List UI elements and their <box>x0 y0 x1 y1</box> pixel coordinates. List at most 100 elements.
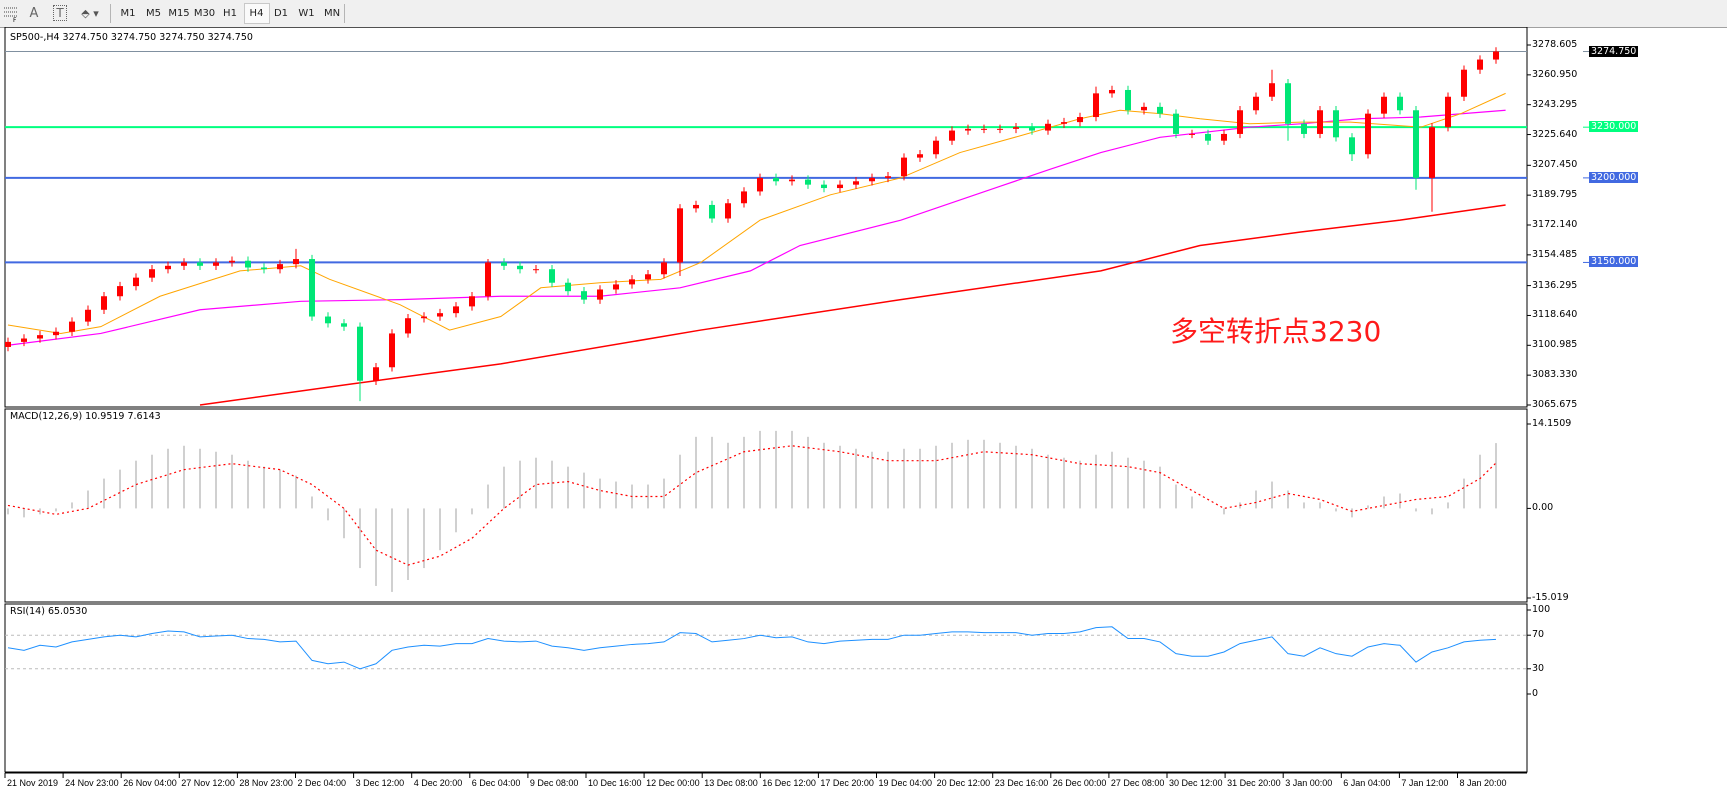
candle-body <box>933 140 939 155</box>
timeframe-m1[interactable]: M1 <box>120 8 136 19</box>
timeframe-w1[interactable]: W1 <box>298 8 315 19</box>
time-tick-label: 28 Nov 23:00 <box>239 778 293 788</box>
rsi-tick-label: 70 <box>1532 629 1545 641</box>
time-tick-label: 27 Dec 08:00 <box>1110 778 1165 788</box>
price-tick-label: 3154.485 <box>1532 248 1578 260</box>
macd-tick-label: -15.019 <box>1532 592 1569 603</box>
time-tick-label: 13 Dec 08:00 <box>704 778 758 788</box>
candle-body <box>1349 137 1355 155</box>
candle-body <box>293 259 299 265</box>
grid-icon[interactable]: F <box>2 4 20 24</box>
time-tick-label: 20 Dec 12:00 <box>936 778 991 788</box>
candle-body <box>789 179 795 182</box>
candle-body <box>181 262 187 266</box>
price-tick-label: 3260.950 <box>1532 68 1578 80</box>
candle-body <box>501 262 507 266</box>
candle-body <box>869 177 875 182</box>
candle-body <box>1125 89 1131 111</box>
time-tick-label: 19 Dec 04:00 <box>878 778 933 788</box>
candle-body <box>373 367 379 381</box>
candle-body <box>453 306 459 314</box>
candle-body <box>277 264 283 270</box>
time-tick-label: 4 Dec 20:00 <box>413 778 463 788</box>
chart-header: SP500-,H4 3274.750 3274.750 3274.750 327… <box>10 32 253 43</box>
candle-body <box>1157 106 1163 114</box>
candle-body <box>213 262 219 266</box>
candle-body <box>389 333 395 368</box>
candle-body <box>885 176 891 178</box>
timeframe-h4[interactable]: H4 <box>243 3 270 24</box>
timeframe-m30[interactable]: M30 <box>193 8 216 19</box>
price-tick-label: 3136.295 <box>1532 279 1578 291</box>
candle-body <box>133 277 139 287</box>
macd-signal-line <box>7 445 1497 566</box>
text-label-icon[interactable]: T <box>52 4 68 23</box>
macd-tick-label: 14.1509 <box>1532 418 1572 429</box>
candle-body <box>1333 110 1339 138</box>
candle-body <box>725 203 731 219</box>
chart-canvas[interactable] <box>0 27 1727 795</box>
candle-body <box>565 282 571 292</box>
price-tick-label: 3243.295 <box>1532 98 1578 110</box>
candle-body <box>229 260 235 263</box>
candle-body <box>837 184 843 189</box>
rsi-tick-label: 30 <box>1532 662 1545 674</box>
ma-slow-line <box>199 204 1506 406</box>
text-a-icon[interactable]: A <box>29 6 39 21</box>
candle-body <box>965 128 971 131</box>
price-tick-label: 3225.640 <box>1532 128 1578 140</box>
macd-title: MACD(12,26,9) 10.9519 7.6143 <box>10 411 161 422</box>
macd-panel-frame <box>4 408 1528 603</box>
candle-body <box>997 128 1003 130</box>
rsi-tick-label: 0 <box>1532 688 1539 699</box>
candle-body <box>1237 110 1243 134</box>
timeframe-d1[interactable]: D1 <box>273 8 289 19</box>
time-tick-label: 24 Nov 23:00 <box>65 778 119 788</box>
time-tick-label: 17 Dec 20:00 <box>820 778 874 788</box>
candle-body <box>309 259 315 317</box>
timeframe-m5[interactable]: M5 <box>146 8 161 19</box>
candle-body <box>1077 117 1083 123</box>
candle-body <box>1301 123 1307 134</box>
arrows-icon[interactable]: ⬘ ▾ <box>81 7 99 20</box>
candle-body <box>1429 127 1435 178</box>
candle-body <box>645 274 651 280</box>
time-tick-label: 23 Dec 16:00 <box>994 778 1049 788</box>
price-tick-label: 3065.675 <box>1532 399 1578 410</box>
candle-body <box>53 331 59 336</box>
candle-body <box>1061 122 1067 124</box>
candle-body <box>1173 113 1179 134</box>
time-tick-label: 26 Nov 04:00 <box>123 778 177 788</box>
candle-body <box>549 269 555 283</box>
price-tick-label: 3189.795 <box>1532 189 1578 201</box>
candle-body <box>757 177 763 192</box>
price-tick-label: 3278.605 <box>1532 39 1578 50</box>
timeframe-m15[interactable]: M15 <box>168 8 190 19</box>
candle-body <box>1029 127 1035 131</box>
candle-body <box>949 130 955 141</box>
timeframe-mn[interactable]: MN <box>323 8 341 19</box>
candle-body <box>405 318 411 334</box>
candle-body <box>149 269 155 278</box>
time-tick-label: 3 Jan 00:00 <box>1285 778 1333 788</box>
candle-body <box>661 262 667 275</box>
candle-body <box>101 296 107 310</box>
rsi-line <box>7 626 1497 670</box>
timeframe-h1[interactable]: H1 <box>223 8 237 19</box>
time-tick-label: 16 Dec 12:00 <box>762 778 816 788</box>
time-tick-label: 6 Jan 04:00 <box>1343 778 1391 788</box>
candle-body <box>853 181 859 185</box>
price-tick-label: 3083.330 <box>1532 369 1578 381</box>
level-tag-3230.000: 3230.000 <box>1589 121 1639 133</box>
time-tick-label: 30 Dec 12:00 <box>1169 778 1223 788</box>
candle-body <box>1189 133 1195 135</box>
candle-body <box>1269 83 1275 97</box>
candle-body <box>21 338 27 342</box>
candle-body <box>325 316 331 324</box>
candle-body <box>597 289 603 300</box>
chart-window[interactable]: SP500-,H4 3274.750 3274.750 3274.750 327… <box>0 27 1727 795</box>
time-tick-label: 26 Dec 00:00 <box>1052 778 1107 788</box>
candle-body <box>981 128 987 130</box>
main-panel-frame <box>4 27 1528 408</box>
candle-body <box>357 326 363 381</box>
